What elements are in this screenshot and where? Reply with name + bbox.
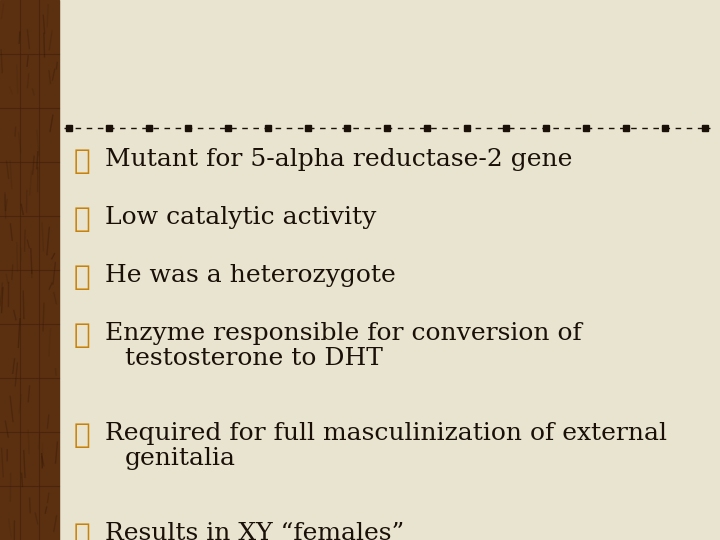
Text: ✱: ✱ [73,206,90,233]
Text: Required for full masculinization of external: Required for full masculinization of ext… [105,422,667,445]
Text: Results in XY “females”: Results in XY “females” [105,522,404,540]
Text: ✱: ✱ [73,264,90,291]
Text: Low catalytic activity: Low catalytic activity [105,206,377,229]
Text: ✱: ✱ [73,422,90,449]
Bar [0,0,59,540]
Text: ✱: ✱ [73,522,90,540]
Text: genitalia: genitalia [125,447,236,470]
Text: ✱: ✱ [73,148,90,175]
Text: ✱: ✱ [73,322,90,349]
Text: testosterone to DHT: testosterone to DHT [125,347,383,370]
Text: Enzyme responsible for conversion of: Enzyme responsible for conversion of [105,322,582,345]
Text: Mutant for 5-alpha reductase-2 gene: Mutant for 5-alpha reductase-2 gene [105,148,572,171]
Text: He was a heterozygote: He was a heterozygote [105,264,396,287]
